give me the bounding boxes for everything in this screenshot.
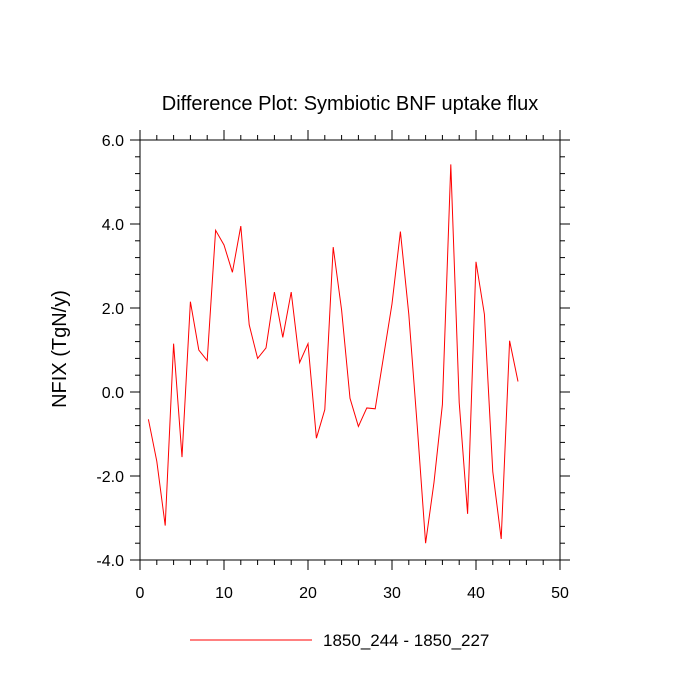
x-tick-label: 40: [467, 585, 485, 602]
y-tick-label: 4.0: [102, 217, 124, 234]
legend: 1850_244 - 1850_227: [190, 631, 489, 650]
y-tick-label: 0.0: [102, 385, 124, 402]
y-tick-label: 6.0: [102, 133, 124, 150]
y-axis-label: NFIX (TgN/y): [49, 290, 71, 408]
x-tick-label: 20: [299, 585, 317, 602]
axis-tick-labels: 0 10 20 30 40 50 -4.0 -2.0 0.0 2.0 4.0 6.0: [96, 133, 569, 602]
x-tick-label: 30: [383, 585, 401, 602]
axis-ticks: [130, 130, 570, 570]
legend-label: 1850_244 - 1850_227: [323, 631, 489, 650]
plot-frame: [139, 139, 561, 561]
x-tick-label: 50: [551, 585, 569, 602]
x-tick-label: 10: [215, 585, 233, 602]
chart-title: Difference Plot: Symbiotic BNF uptake fl…: [162, 93, 538, 115]
y-tick-label: 2.0: [102, 301, 124, 318]
series-layer: [147, 164, 519, 544]
y-tick-label: -4.0: [96, 553, 124, 570]
series-line: [147, 164, 519, 544]
x-tick-label: 0: [136, 585, 145, 602]
y-tick-label: -2.0: [96, 469, 124, 486]
